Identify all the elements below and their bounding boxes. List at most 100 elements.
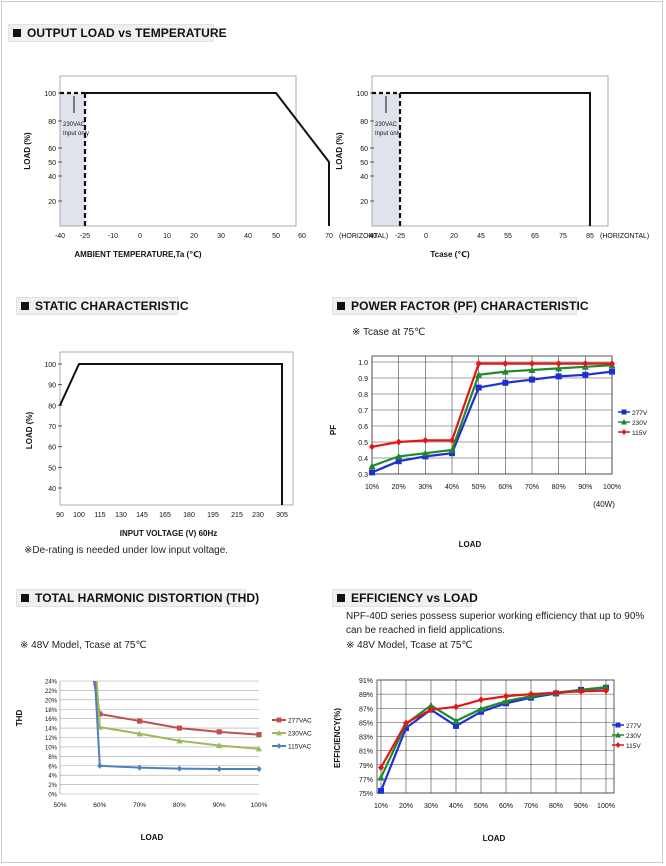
- y-tick-label: 80: [360, 119, 368, 126]
- y-tick-label: 91%: [359, 678, 373, 685]
- x-tick-label: 130: [115, 512, 127, 519]
- x-tick-label: 40%: [449, 803, 463, 810]
- x-tick-label: -40: [367, 233, 377, 240]
- y-axis-label: THD: [15, 710, 24, 727]
- x-tick-label: 230: [252, 512, 264, 519]
- x-tick-label: 195: [207, 512, 219, 519]
- y-tick-label: 0.7: [358, 408, 368, 415]
- thd-condition-note: ※ 48V Model, Tcase at 75℃: [20, 640, 147, 651]
- annotation-label: Input only: [375, 131, 401, 137]
- data-point: [582, 360, 589, 368]
- x-tick-label: 0: [424, 233, 428, 240]
- y-tick-label: 83%: [359, 735, 373, 742]
- series-line-277VAC: [92, 680, 260, 736]
- x-tick-label: 20%: [399, 803, 413, 810]
- x-tick-label: 30: [217, 233, 225, 240]
- x-tick-label: -25: [395, 233, 405, 240]
- x-tick-label: 20: [450, 233, 458, 240]
- x-axis-label: AMBIENT TEMPERATURE,Ta (℃): [74, 250, 202, 259]
- x-tick-label: 50%: [472, 484, 486, 491]
- efficiency-condition-note: ※ 48V Model, Tcase at 75℃: [346, 640, 473, 651]
- x-tick-label: 45: [477, 233, 485, 240]
- y-tick-label: 18%: [45, 708, 58, 714]
- data-point: [368, 462, 376, 469]
- x-tick-label: 70: [325, 233, 333, 240]
- data-point: [553, 689, 559, 697]
- x-tick-label: 60%: [499, 803, 513, 810]
- legend-label: 230V: [626, 733, 642, 740]
- data-point: [615, 732, 621, 738]
- x-tick-label: 60%: [498, 484, 512, 491]
- y-tick-label: 81%: [359, 749, 373, 756]
- x-tick-label: 90%: [574, 803, 588, 810]
- x-tick-label: 80%: [552, 484, 566, 491]
- static-derating-note: ※De-rating is needed under low input vol…: [24, 545, 229, 556]
- input-only-region: [372, 93, 400, 226]
- data-point: [582, 371, 589, 378]
- bullet-square-icon: [13, 29, 21, 37]
- x-tick-label: 10%: [365, 484, 379, 491]
- data-point: [255, 745, 263, 752]
- plot-frame: [371, 75, 609, 227]
- data-point: [378, 764, 384, 772]
- data-point: [475, 360, 482, 368]
- section-header-eff: EFFICIENCY vs LOAD: [332, 589, 478, 607]
- y-tick-label: 87%: [359, 706, 373, 713]
- y-axis-label: PF: [329, 425, 338, 435]
- y-tick-label: 0.8: [358, 392, 368, 399]
- y-tick-label: 80: [48, 403, 56, 410]
- efficiency-chart: 91% 89% 87% 85% 83% 81% 79% 77% 75%10% 20% 30% 40% 5…: [333, 678, 642, 843]
- x-tick-label: 65: [531, 233, 539, 240]
- data-point: [615, 742, 621, 748]
- data-point: [609, 360, 615, 368]
- x-tick-label: 165: [159, 512, 171, 519]
- x-tick-label: 0: [138, 233, 142, 240]
- data-point: [136, 730, 143, 737]
- x-tick-label: 100%: [603, 484, 621, 491]
- y-tick-label: 16%: [45, 717, 58, 723]
- x-tick-label: 85: [586, 233, 594, 240]
- data-point: [369, 443, 375, 451]
- y-tick-label: 100: [356, 91, 368, 98]
- x-tick-label: 70%: [133, 802, 146, 809]
- x-tick-label: -40: [55, 233, 65, 240]
- x-tick-label: -25: [80, 233, 90, 240]
- section-title: EFFICIENCY vs LOAD: [351, 591, 478, 605]
- data-point: [602, 683, 610, 691]
- data-point: [621, 429, 627, 435]
- x-axis-extra-label: (40W): [593, 500, 615, 509]
- section-title: OUTPUT LOAD vs TEMPERATURE: [27, 26, 227, 40]
- y-tick-label: 22%: [45, 689, 58, 695]
- y-tick-label: 12%: [45, 736, 58, 742]
- y-tick-label: 100: [44, 362, 56, 369]
- series-line-115V: [371, 362, 612, 448]
- x-tick-label: 70%: [524, 803, 538, 810]
- plot-frame: [59, 351, 294, 506]
- legend-label: 115V: [626, 743, 641, 750]
- y-tick-label: 70: [48, 424, 56, 431]
- data-point: [475, 371, 483, 378]
- section-header-thd: TOTAL HARMONIC DISTORTION (THD): [16, 589, 259, 607]
- y-tick-label: 60: [48, 146, 56, 153]
- section-title: STATIC CHARACTERISTIC: [35, 299, 189, 313]
- x-tick-label: 115: [94, 512, 105, 519]
- y-tick-label: 75%: [359, 791, 373, 798]
- data-point: [502, 379, 509, 386]
- data-point: [276, 730, 282, 736]
- data-point: [216, 729, 222, 735]
- x-tick-label: 90%: [578, 484, 592, 491]
- data-point: [578, 687, 584, 695]
- data-point: [555, 373, 562, 380]
- data-point: [609, 368, 615, 375]
- y-tick-label: 2%: [48, 783, 57, 789]
- load-curve: [59, 363, 283, 505]
- y-tick-label: 50: [360, 160, 368, 167]
- y-tick-label: 50: [48, 465, 56, 472]
- legend-label: 277V: [632, 410, 648, 417]
- data-point: [555, 360, 562, 368]
- x-tick-label: -10: [108, 233, 118, 240]
- x-tick-label: 100: [73, 512, 85, 519]
- x-tick-label: 55: [504, 233, 512, 240]
- y-tick-label: 0.6: [358, 424, 368, 431]
- section-header-pf: POWER FACTOR (PF) CHARACTERISTIC: [332, 297, 589, 315]
